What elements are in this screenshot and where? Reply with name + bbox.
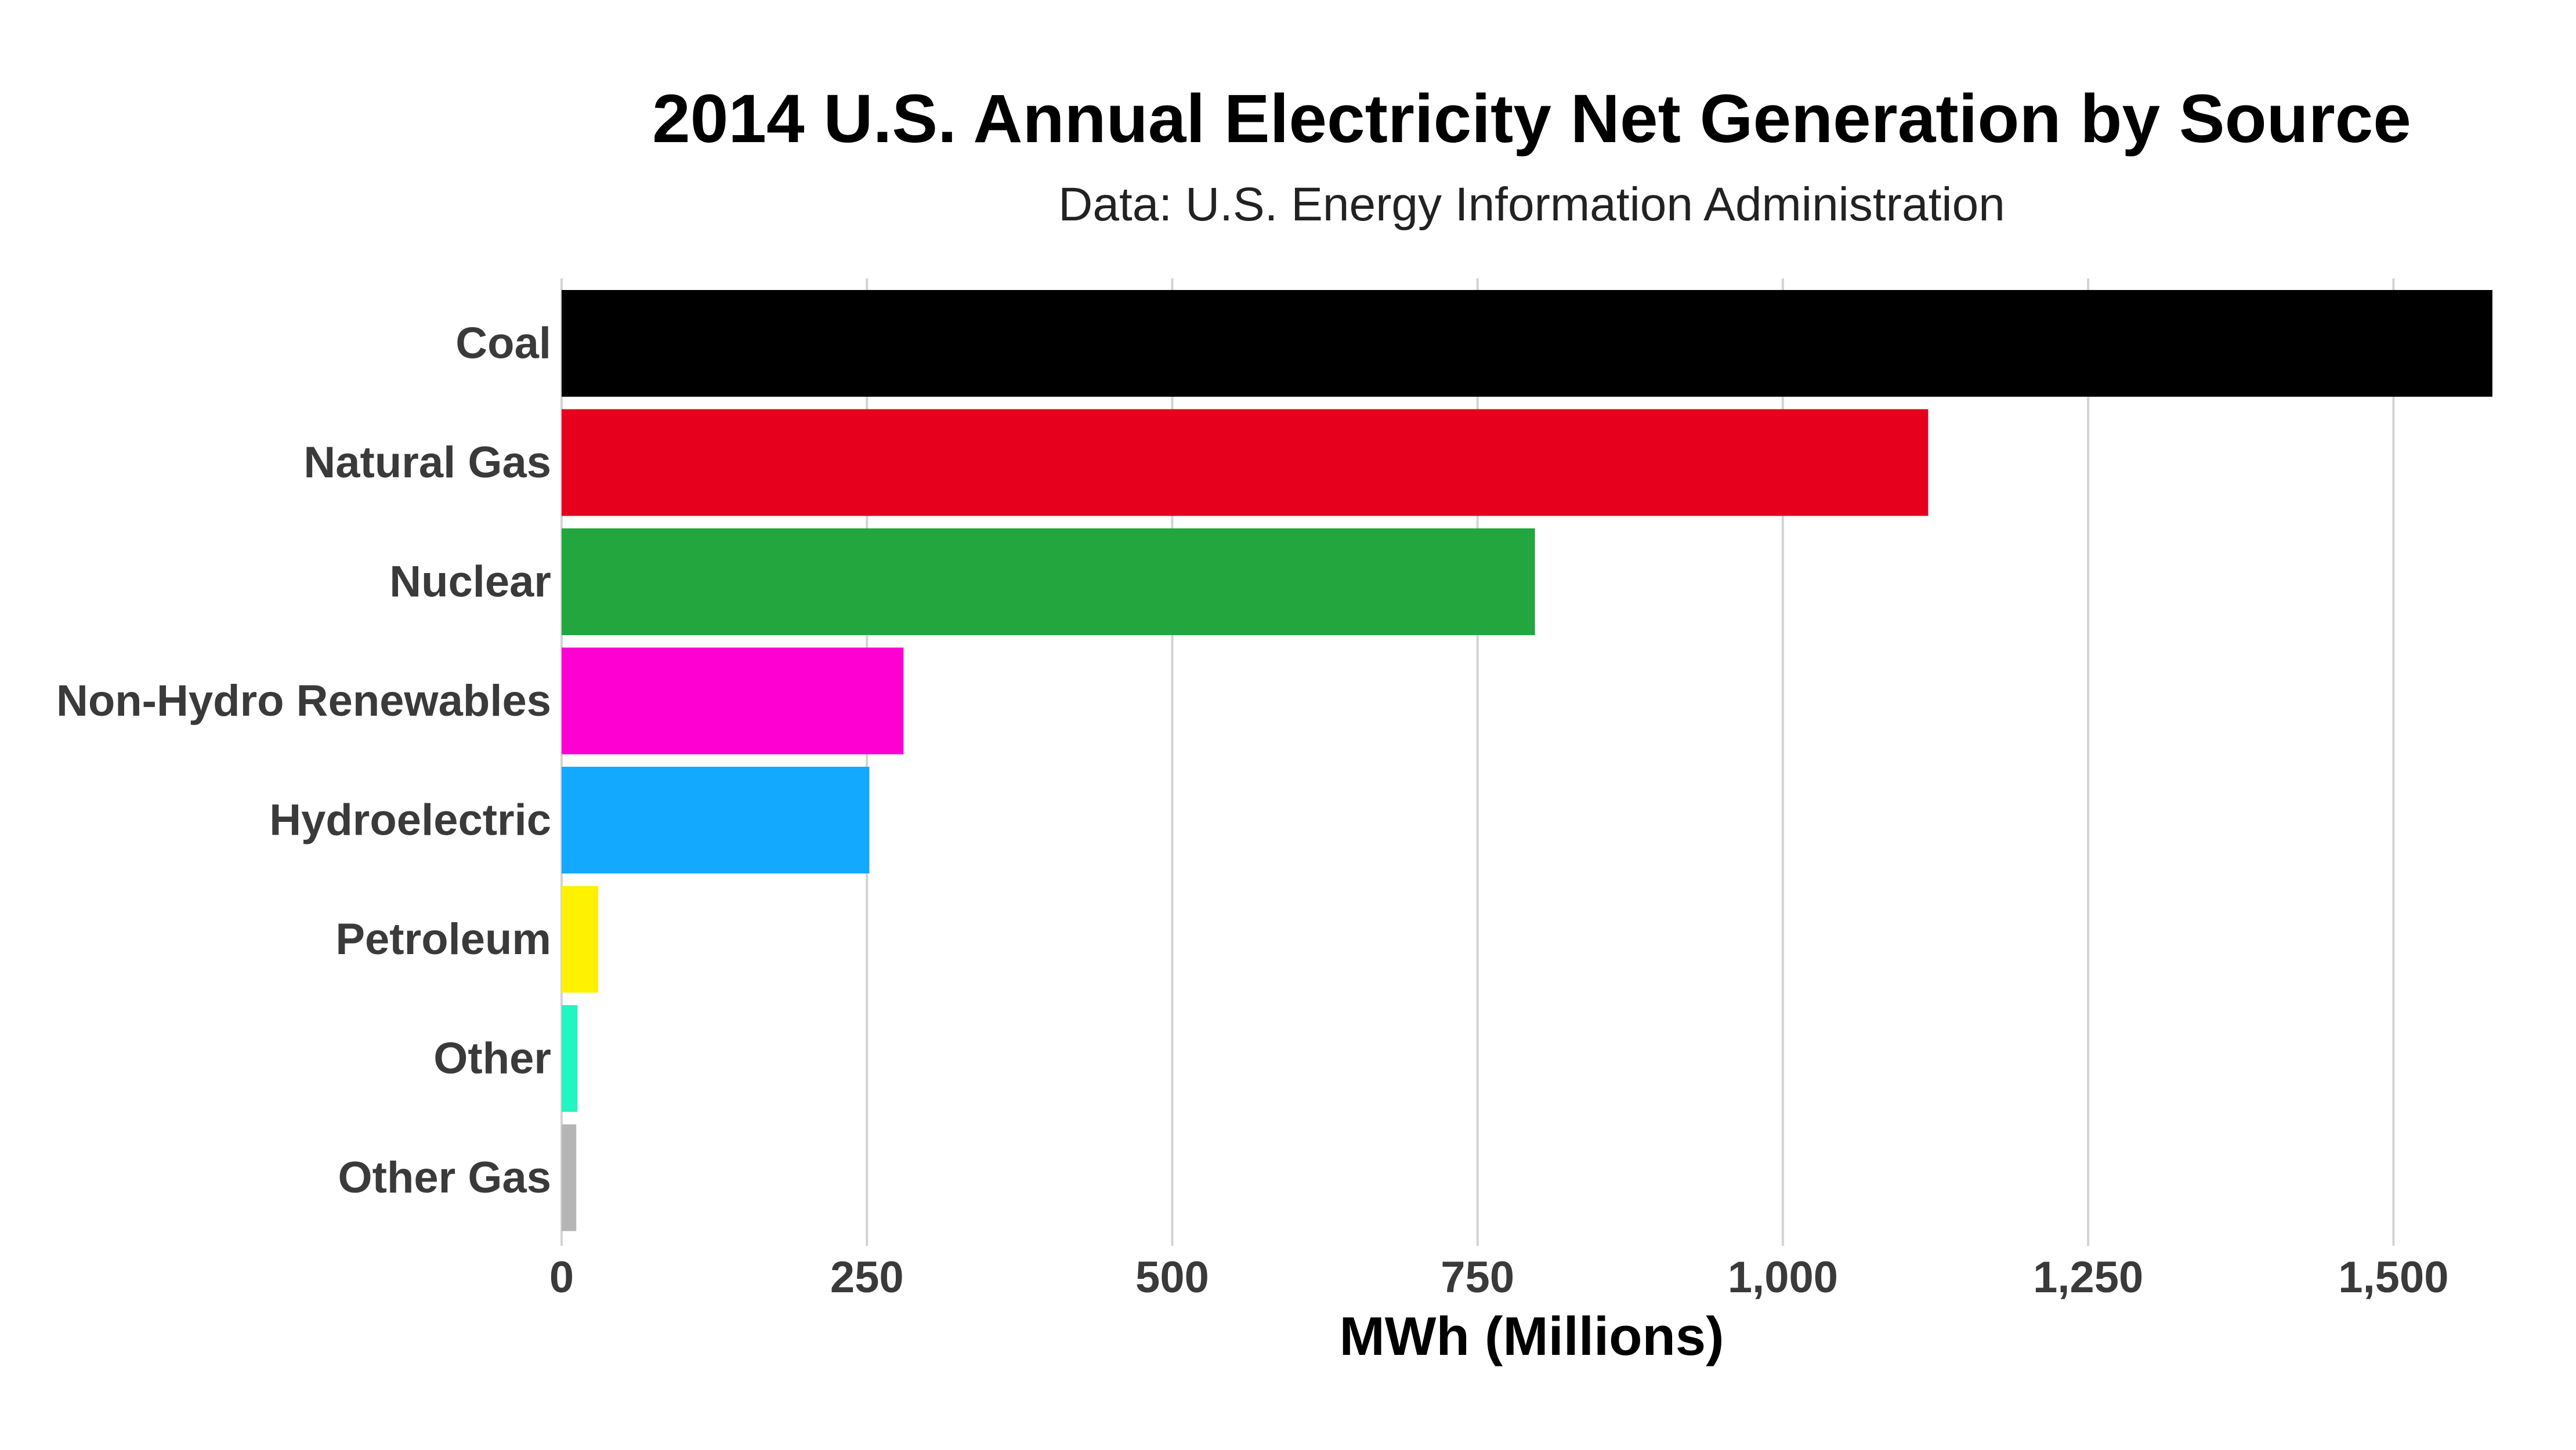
x-tick-label-750: 750 (1441, 1253, 1514, 1302)
x-tick-labels: 0 250 500 750 1,000 1,250 1,500 (549, 1253, 2449, 1302)
category-label-non-hydro-renewables: Non-Hydro Renewables (56, 676, 551, 726)
x-tick-label-1250: 1,250 (2033, 1253, 2143, 1302)
category-label-hydroelectric: Hydroelectric (269, 796, 551, 845)
x-tick-label-1500: 1,500 (2338, 1253, 2448, 1302)
x-tick-label-250: 250 (830, 1253, 904, 1302)
bars (562, 290, 2492, 1231)
x-tick-label-0: 0 (549, 1253, 574, 1302)
chart-subtitle: Data: U.S. Energy Information Administra… (1058, 178, 2005, 231)
category-label-natural-gas: Natural Gas (303, 438, 551, 487)
bar-coal (562, 290, 2492, 397)
category-label-coal: Coal (455, 319, 551, 368)
chart-title: 2014 U.S. Annual Electricity Net Generat… (652, 81, 2411, 157)
bar-nuclear (562, 528, 1535, 635)
bar-petroleum (562, 886, 599, 993)
bar-other-gas (562, 1124, 577, 1231)
bar-non-hydro-renewables (562, 647, 904, 755)
bar-hydroelectric (562, 767, 870, 873)
bar-other (562, 1005, 578, 1112)
category-label-petroleum: Petroleum (335, 915, 551, 964)
category-label-other-gas: Other Gas (338, 1153, 551, 1202)
category-label-other: Other (433, 1034, 551, 1083)
category-labels: Coal Natural Gas Nuclear Non-Hydro Renewabl… (56, 319, 551, 1203)
bar-natural-gas (562, 409, 1929, 516)
x-axis-title: MWh (Millions) (1339, 1306, 1724, 1366)
x-tick-label-1000: 1,000 (1728, 1253, 1838, 1302)
x-tick-label-500: 500 (1135, 1253, 1209, 1302)
category-label-nuclear: Nuclear (389, 557, 551, 607)
